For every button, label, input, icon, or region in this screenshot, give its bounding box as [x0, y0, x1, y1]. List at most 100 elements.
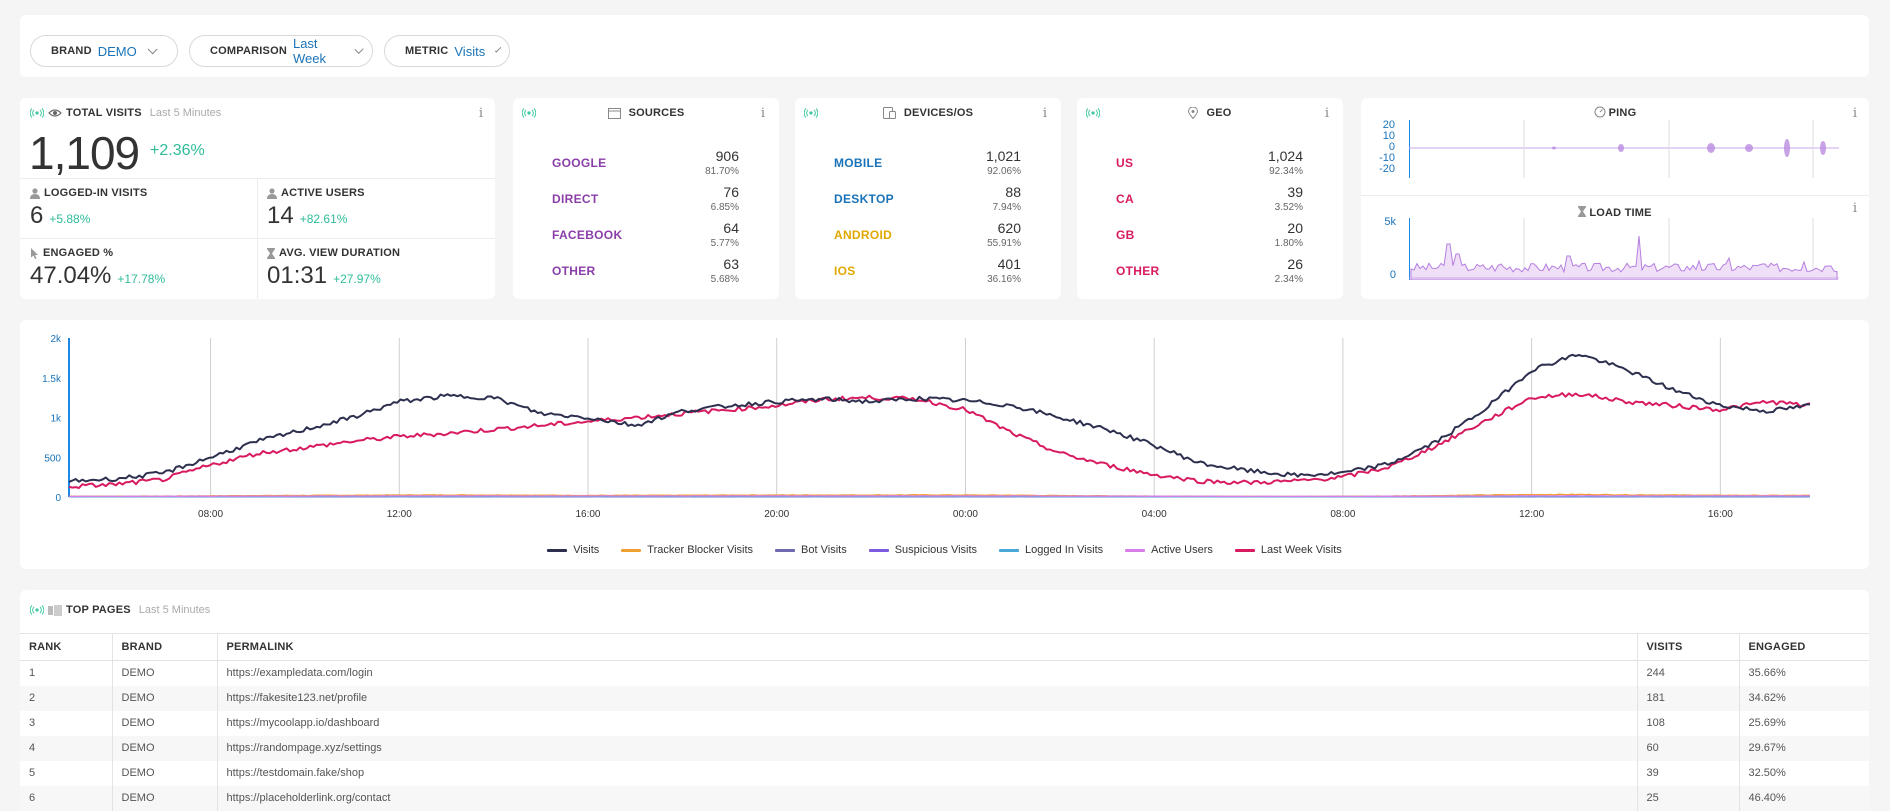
info-icon[interactable]: i — [1041, 107, 1049, 121]
cell-brand: DEMO — [112, 761, 217, 786]
hourglass-icon — [1578, 206, 1586, 217]
series-line — [69, 393, 1810, 488]
load-time-sparkline — [1409, 218, 1849, 280]
legend-item[interactable]: Bot Visits — [775, 544, 847, 556]
cell-permalink[interactable]: https://mycoolapp.io/dashboard — [217, 711, 1637, 736]
x-tick-label: 20:00 — [764, 509, 789, 520]
info-icon[interactable]: i — [1323, 107, 1331, 121]
list-item[interactable]: FACEBOOK 64 5.77% — [552, 217, 739, 253]
brand-filter[interactable]: BRAND DEMO — [30, 35, 178, 67]
cell-rank: 6 — [20, 786, 112, 811]
cell-permalink[interactable]: https://testdomain.fake/shop — [217, 761, 1637, 786]
comparison-filter-label: COMPARISON — [210, 45, 287, 57]
devices-title: DEVICES/OS — [904, 107, 973, 119]
source-pct: 5.68% — [711, 274, 739, 285]
cell-permalink[interactable]: https://exampledata.com/login — [217, 661, 1637, 686]
metric-filter[interactable]: METRIC Visits — [384, 35, 510, 67]
source-count: 64 — [723, 220, 739, 236]
y-tick-label: 1.5k — [42, 374, 62, 385]
legend-item[interactable]: Logged In Visits — [999, 544, 1103, 556]
source-count: 76 — [723, 184, 739, 200]
legend-item[interactable]: Last Week Visits — [1235, 544, 1342, 556]
geo-count: 20 — [1287, 220, 1303, 236]
avg-view-duration-value: 01:31 — [267, 262, 327, 289]
cell-rank: 4 — [20, 736, 112, 761]
total-visits-value: 1,109 — [29, 126, 139, 180]
cell-visits: 244 — [1637, 661, 1739, 686]
cell-permalink[interactable]: https://placeholderlink.org/contact — [217, 786, 1637, 811]
x-tick-label: 08:00 — [198, 509, 223, 520]
info-icon[interactable]: i — [477, 107, 485, 121]
device-pct: 92.06% — [987, 166, 1021, 177]
legend-item[interactable]: Suspicious Visits — [869, 544, 977, 556]
cell-rank: 5 — [20, 761, 112, 786]
cell-engaged: 46.40% — [1739, 786, 1869, 811]
column-header-permalink[interactable]: PERMALINK — [217, 634, 1637, 661]
source-name: FACEBOOK — [552, 228, 622, 242]
source-name: GOOGLE — [552, 156, 606, 170]
live-icon — [30, 108, 44, 118]
legend-swatch — [775, 549, 795, 552]
devices-icon — [883, 107, 896, 119]
cell-brand: DEMO — [112, 711, 217, 736]
avg-view-duration-title: AVG. VIEW DURATION — [279, 247, 400, 259]
legend-item[interactable]: Active Users — [1125, 544, 1213, 556]
cell-engaged: 25.69% — [1739, 711, 1869, 736]
cell-rank: 1 — [20, 661, 112, 686]
geo-title: GEO — [1206, 107, 1231, 119]
load-y-tick: 0 — [1362, 269, 1396, 281]
legend-item[interactable]: Tracker Blocker Visits — [621, 544, 753, 556]
total-visits-subtitle: Last 5 Minutes — [150, 107, 222, 119]
ping-blip — [1820, 141, 1826, 155]
legend-item[interactable]: Visits — [547, 544, 599, 556]
info-icon[interactable]: i — [1851, 107, 1859, 121]
x-tick-label: 00:00 — [953, 509, 978, 520]
column-header-visits[interactable]: VISITS — [1637, 634, 1739, 661]
cell-engaged: 32.50% — [1739, 761, 1869, 786]
column-header-engaged[interactable]: ENGAGED — [1739, 634, 1869, 661]
cell-permalink[interactable]: https://randompage.xyz/settings — [217, 736, 1637, 761]
y-tick-label: 2k — [50, 334, 62, 345]
info-icon[interactable]: i — [759, 107, 767, 121]
active-users-title: ACTIVE USERS — [281, 187, 365, 199]
cell-permalink[interactable]: https://fakesite123.net/profile — [217, 686, 1637, 711]
top-pages-title: TOP PAGES — [66, 604, 131, 616]
column-header-rank[interactable]: RANK — [20, 634, 112, 661]
device-name: DESKTOP — [834, 192, 894, 206]
device-count: 401 — [998, 256, 1021, 272]
column-header-brand[interactable]: BRAND — [112, 634, 217, 661]
engaged-metric: ENGAGED % 47.04%+17.78% — [20, 238, 250, 298]
device-count: 620 — [998, 220, 1021, 236]
geo-name: US — [1116, 156, 1133, 170]
device-name: MOBILE — [834, 156, 882, 170]
live-icon — [30, 605, 44, 615]
ping-header: PING — [1361, 106, 1869, 119]
device-pct: 7.94% — [993, 202, 1021, 213]
geo-pct: 2.34% — [1275, 274, 1303, 285]
y-tick-label: 1k — [50, 414, 62, 425]
pointer-icon — [30, 248, 39, 259]
comparison-filter[interactable]: COMPARISON Last Week — [189, 35, 373, 67]
info-icon[interactable]: i — [1851, 202, 1859, 216]
source-pct: 5.77% — [711, 238, 739, 249]
ping-load-panel: PING i 20 10 0 -10 -20 LOAD TIME i 5k 0 — [1361, 98, 1869, 299]
brand-filter-label: BRAND — [51, 45, 92, 57]
